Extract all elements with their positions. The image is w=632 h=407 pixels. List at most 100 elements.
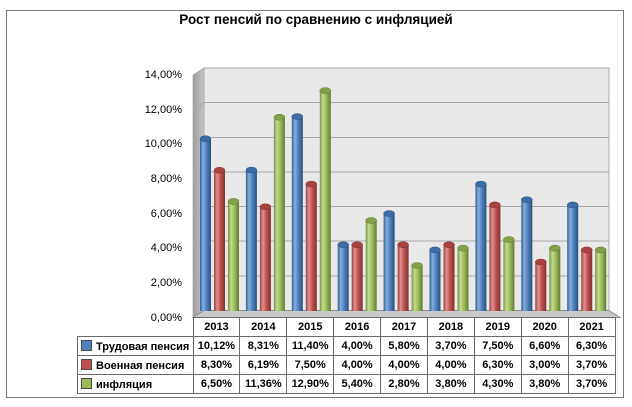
legend-label: Военная пенсия <box>96 359 185 372</box>
bar-2015-s2 <box>319 90 331 312</box>
bar-cap-2017-s0 <box>383 210 395 217</box>
value-cell: 4,00% <box>333 336 382 356</box>
value-cell: 6,30% <box>473 355 522 375</box>
value-cell: 3,00% <box>520 355 569 375</box>
year-header-cell: 2015 <box>286 317 335 337</box>
bar-cap-2016-s2 <box>365 217 377 224</box>
bar-2021-s0 <box>567 204 579 311</box>
bar-cap-2014-s0 <box>245 166 258 174</box>
bar-cap-2015-s2 <box>319 87 332 94</box>
value-cell: 6,19% <box>239 355 288 375</box>
value-cell: 4,00% <box>426 355 475 375</box>
legend-swatch-icon <box>81 339 92 351</box>
bar-2017-s0 <box>383 213 395 311</box>
bar-cap-2014-s2 <box>273 113 286 121</box>
bar-cap-2013-s2 <box>227 198 240 205</box>
legend-cell: инфляция <box>77 374 194 394</box>
bar-cap-2019-s0 <box>475 180 487 188</box>
year-header-cell: 2020 <box>520 317 569 337</box>
bar-2018-s2 <box>457 248 469 311</box>
year-header-cell: 2017 <box>380 317 428 337</box>
bar-cap-2021-s1 <box>580 246 593 254</box>
value-cell: 7,50% <box>286 355 335 375</box>
bar-cap-2015-s0 <box>291 113 304 120</box>
bar-2016-s2 <box>365 220 377 311</box>
bar-2014-s0 <box>245 170 257 311</box>
bar-cap-2020-s2 <box>549 244 561 252</box>
value-cell: 8,31% <box>239 336 288 356</box>
bar-cap-2013-s0 <box>199 135 212 142</box>
legend-cell: Военная пенсия <box>77 355 194 375</box>
bar-2018-s1 <box>443 244 455 311</box>
legend-cell: Трудовая пенсия <box>77 336 194 356</box>
bar-2014-s1 <box>259 206 271 311</box>
value-cell: 4,00% <box>380 355 428 375</box>
year-header-cell: 2013 <box>192 317 241 337</box>
year-header-cell: 2019 <box>473 317 522 337</box>
bar-cap-2018-s1 <box>443 241 455 248</box>
bar-cap-2013-s1 <box>213 166 226 174</box>
bar-cap-2016-s0 <box>337 241 349 248</box>
chart-title: Рост пенсий по сравнению с инфляцией <box>179 12 453 27</box>
bar-cap-2018-s0 <box>429 246 441 254</box>
value-cell: 4,00% <box>333 355 382 375</box>
bar-2019-s0 <box>475 184 487 311</box>
y-axis-tick-label: 0,00% <box>150 311 182 324</box>
bar-2016-s0 <box>337 244 349 311</box>
bar-cap-2019-s2 <box>503 236 515 243</box>
value-cell: 5,80% <box>380 336 428 356</box>
value-cell: 3,70% <box>426 336 475 356</box>
bar-cap-2016-s1 <box>351 241 363 248</box>
bar-2020-s0 <box>521 199 533 311</box>
year-header-cell: 2014 <box>239 317 288 337</box>
y-axis-tick-label: 4,00% <box>150 242 182 255</box>
y-axis-tick-label: 6,00% <box>150 207 182 220</box>
value-cell: 8,30% <box>192 355 241 375</box>
value-cell: 6,50% <box>192 374 241 394</box>
bar-2014-s2 <box>273 117 285 311</box>
bar-2015-s1 <box>305 184 317 311</box>
bar-cap-2017-s1 <box>397 241 409 248</box>
bar-cap-2021-s2 <box>594 246 607 254</box>
value-cell: 2,80% <box>380 374 428 394</box>
bar-2013-s2 <box>228 201 239 311</box>
value-cell: 6,30% <box>567 336 616 356</box>
value-cell: 6,60% <box>520 336 569 356</box>
bar-cap-2017-s2 <box>411 262 423 269</box>
bar-cap-2020-s0 <box>521 196 533 203</box>
value-cell: 7,50% <box>473 336 522 356</box>
bar-2017-s1 <box>397 244 409 311</box>
value-cell: 11,36% <box>239 374 288 394</box>
bar-2017-s2 <box>411 265 423 311</box>
bar-2020-s2 <box>549 248 561 311</box>
y-axis-tick-label: 2,00% <box>150 276 182 289</box>
data-table: 2013 2014 2015 2016 2017 2018 2019 2020 2021 Труд… <box>77 317 616 394</box>
bar-2015-s0 <box>291 116 303 311</box>
bar-2021-s2 <box>595 249 607 311</box>
bar-cap-2014-s1 <box>259 203 272 211</box>
value-cell: 5,40% <box>333 374 382 394</box>
value-cell: 3,70% <box>567 355 616 375</box>
value-cell: 4,30% <box>473 374 522 394</box>
side-wall-gridline <box>192 67 205 76</box>
value-cell: 12,90% <box>286 374 335 394</box>
bar-cap-2015-s1 <box>305 180 318 188</box>
bar-cap-2019-s1 <box>489 201 501 209</box>
legend-label: инфляция <box>96 378 153 391</box>
bar-2021-s1 <box>581 249 593 311</box>
side-wall-gridline <box>192 102 205 111</box>
bar-cap-2020-s1 <box>535 258 547 266</box>
year-header-cell: 2016 <box>333 317 382 337</box>
bar-cap-2021-s0 <box>566 201 579 209</box>
table-corner-cell <box>78 318 194 337</box>
bar-2013-s1 <box>214 170 225 311</box>
year-header-cell: 2018 <box>426 317 475 337</box>
y-axis-tick-label: 12,00% <box>144 103 182 116</box>
bar-2020-s1 <box>535 262 547 311</box>
legend-swatch-icon <box>81 377 92 389</box>
bar-2013-s0 <box>200 138 211 311</box>
value-cell: 3,80% <box>426 374 475 394</box>
value-cell: 10,12% <box>192 336 241 356</box>
